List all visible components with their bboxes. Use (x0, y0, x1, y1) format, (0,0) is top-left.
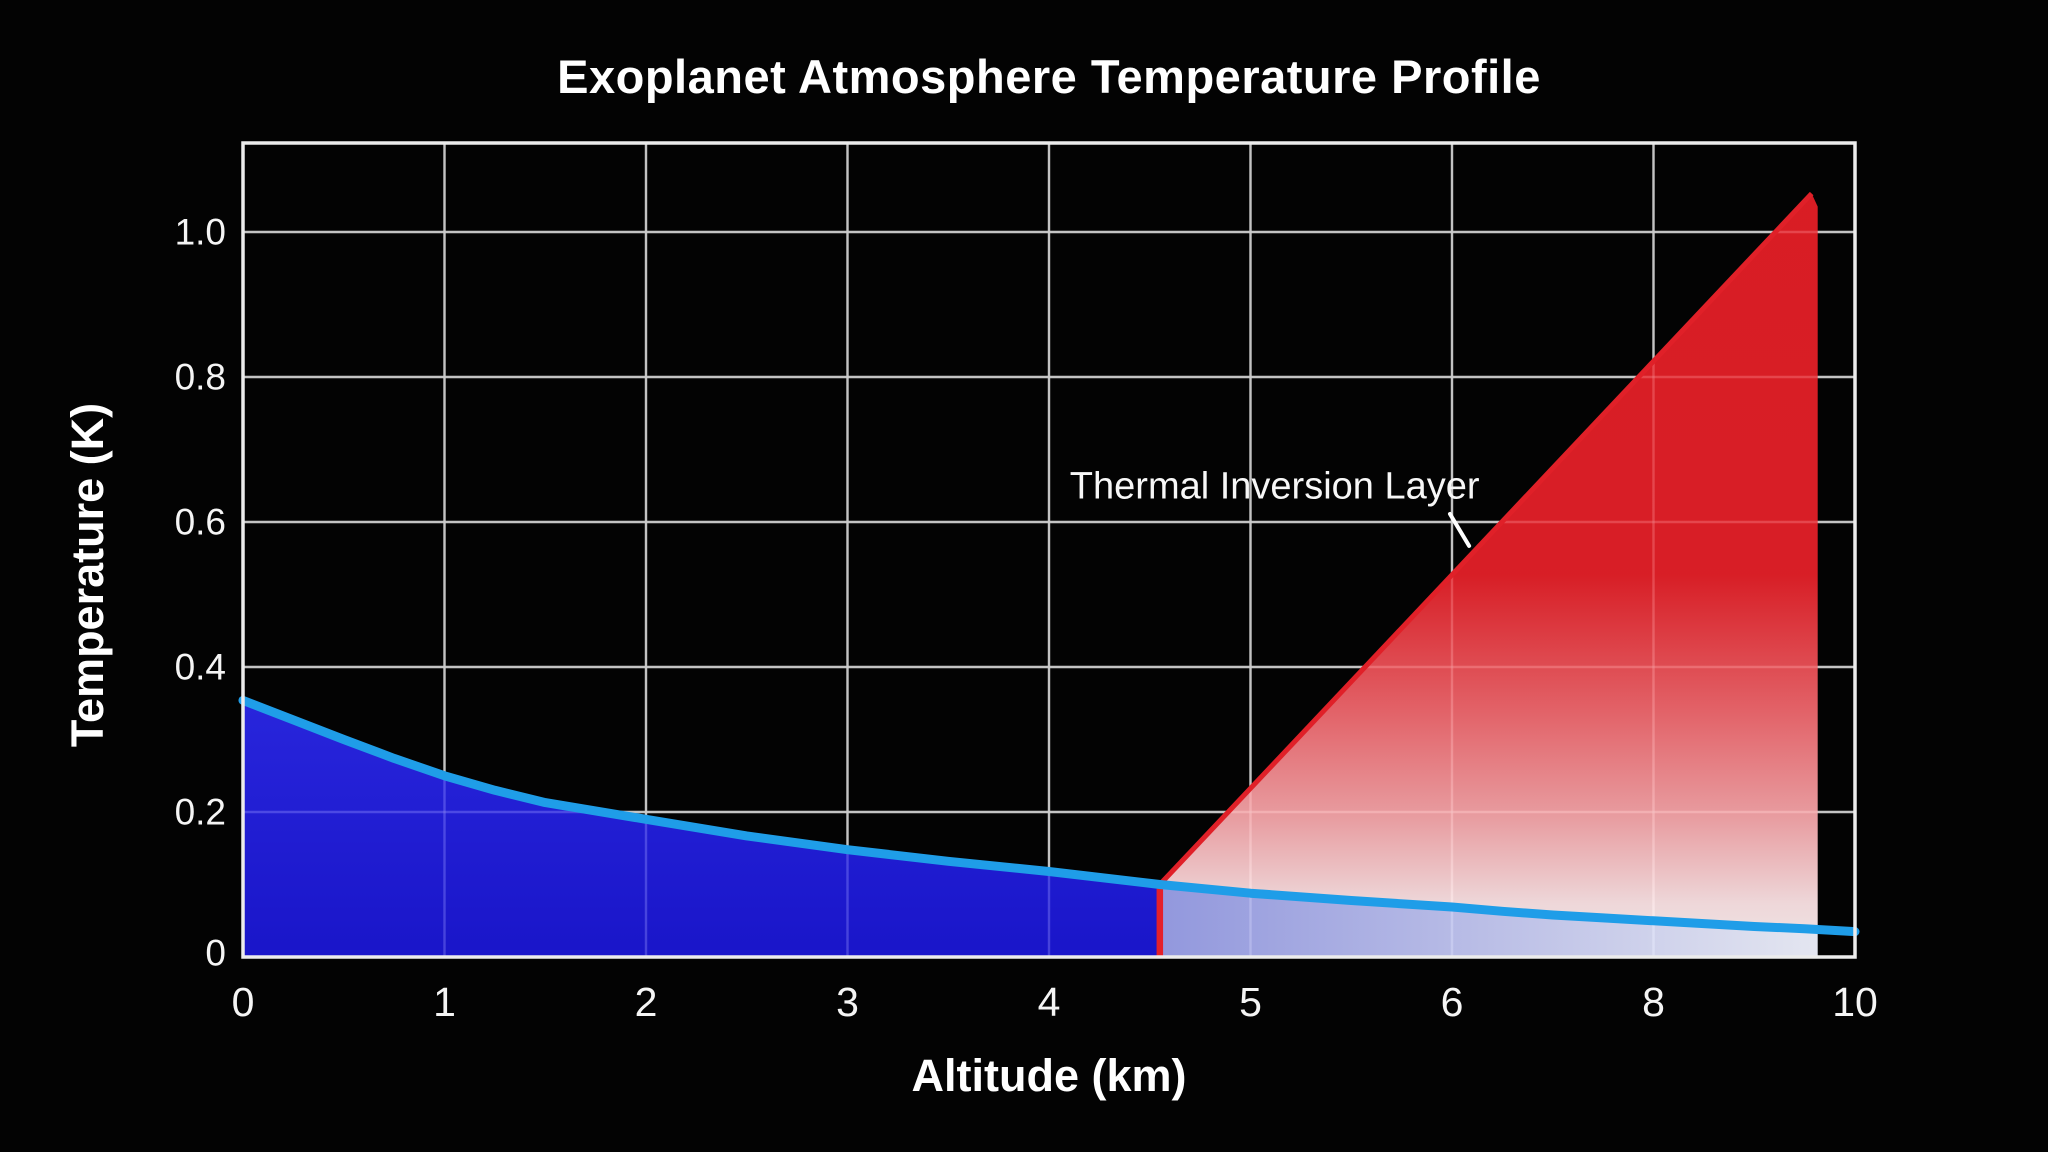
chart-title: Exoplanet Atmosphere Temperature Profile (557, 50, 1541, 103)
gridlines-over-fill (243, 143, 1855, 957)
x-axis-label: Altitude (km) (911, 1050, 1187, 1101)
x-tick-label: 0 (232, 979, 255, 1025)
x-tick-label: 5 (1239, 979, 1262, 1025)
y-tick-label: 0 (205, 933, 226, 974)
x-tick-label: 4 (1038, 979, 1061, 1025)
y-tick-label: 0.4 (175, 647, 226, 688)
y-tick-label: 0.8 (175, 357, 226, 398)
x-tick-label: 1 (433, 979, 456, 1025)
annotation-pointer-line (1447, 512, 1472, 548)
axis-tick-labels: 1.0 0.8 0.6 0.4 0.2 00 1 2 3 4 5 6 8 10 (175, 212, 1878, 1026)
x-tick-label: 6 (1441, 979, 1464, 1025)
plot-border (241, 141, 1857, 959)
x-tick-label: 3 (836, 979, 859, 1025)
inversion-hypotenuse-line (1158, 191, 1814, 887)
series-lines (238, 191, 1860, 957)
y-tick-label: 0.6 (175, 502, 226, 543)
x-tick-label: 10 (1832, 979, 1878, 1025)
y-tick-label: 0.2 (175, 792, 226, 833)
red-inversion-fill (1159, 193, 1818, 930)
y-axis-label: Temperature (K) (62, 402, 113, 748)
plot-border-rect (241, 141, 1857, 959)
x-tick-label: 2 (635, 979, 658, 1025)
annotation-text: Thermal Inversion Layer (1069, 465, 1480, 508)
temperature-curve-line (238, 695, 1860, 937)
y-tick-label: 1.0 (175, 212, 226, 253)
annotation-pointer (1447, 512, 1472, 548)
area-fills (243, 193, 1818, 957)
x-tick-label: 8 (1642, 979, 1665, 1025)
